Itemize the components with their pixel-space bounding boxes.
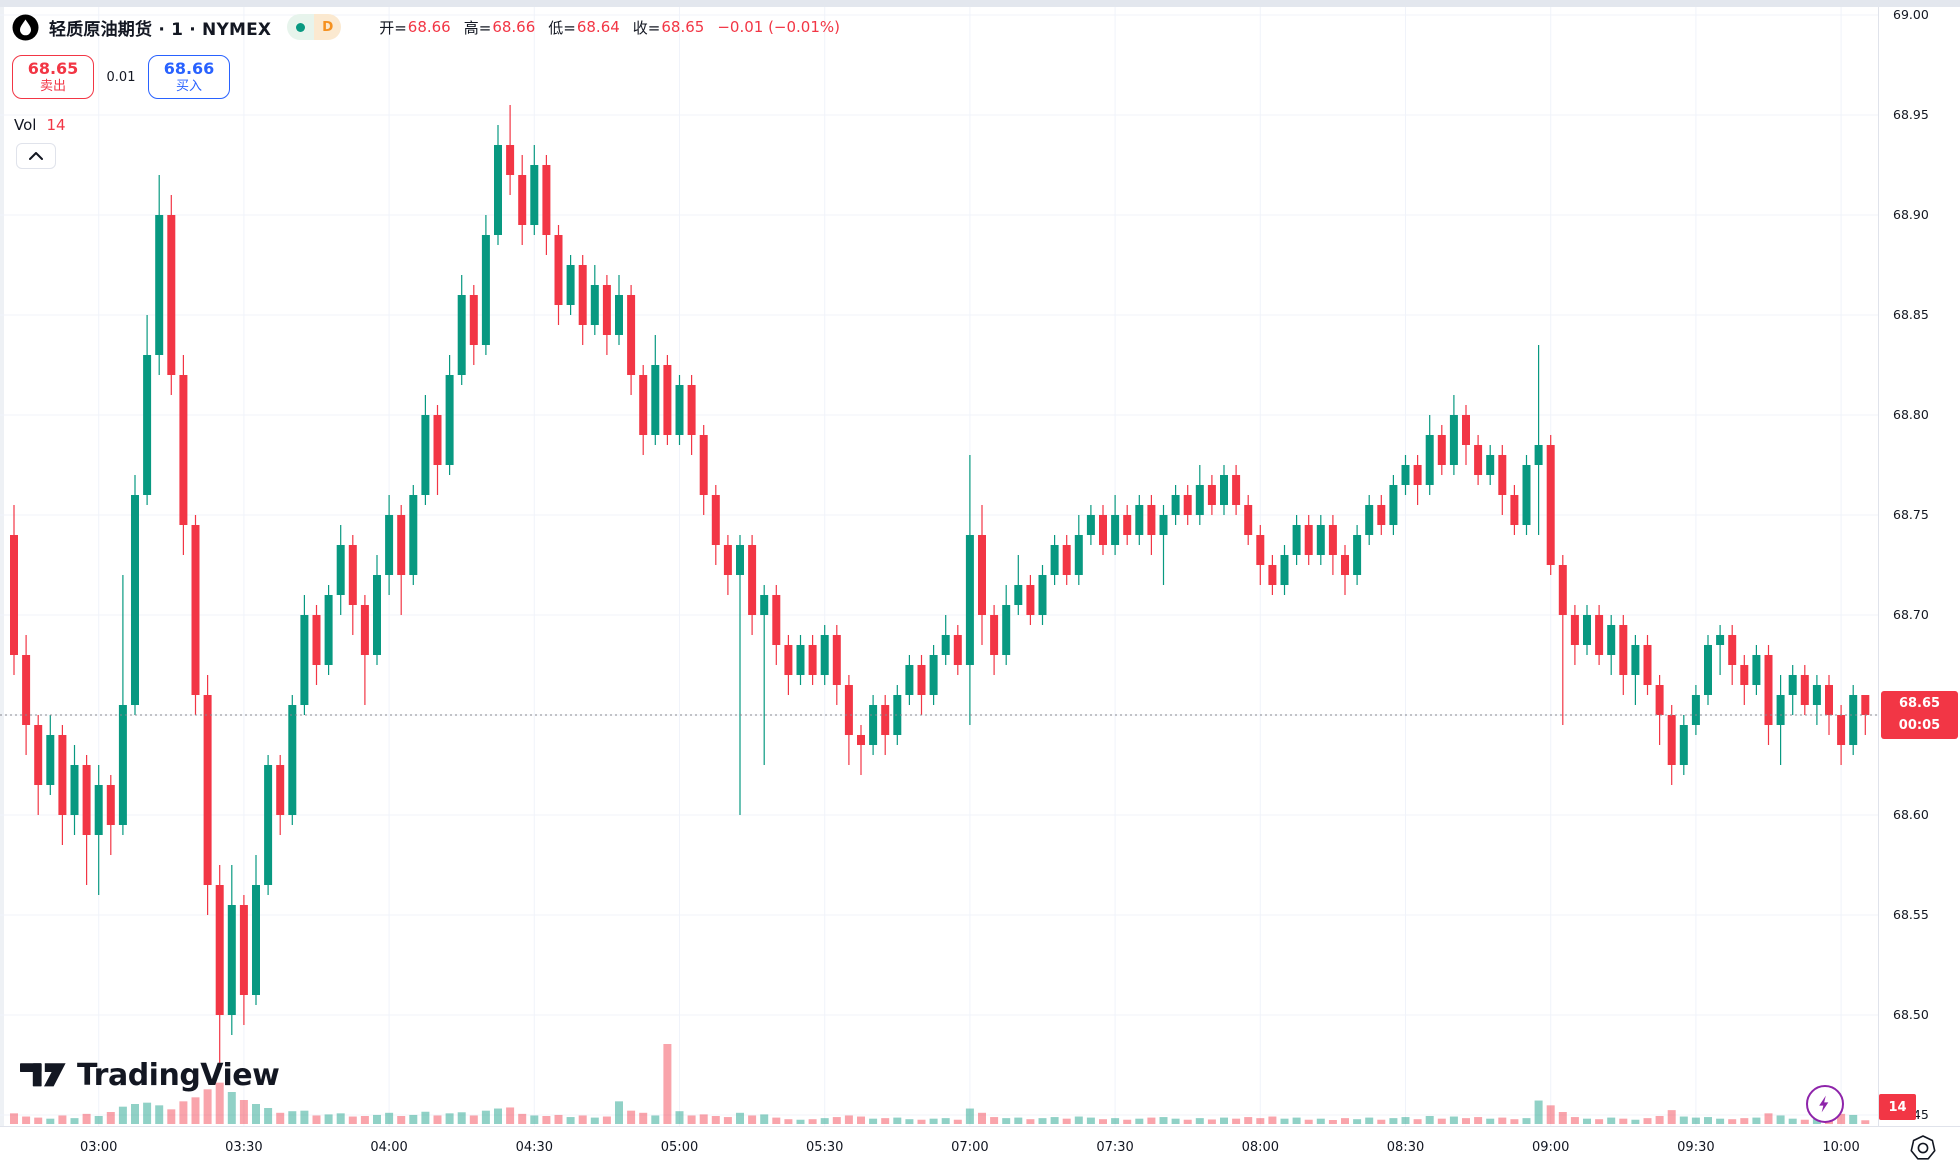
chart-legend: 轻质原油期货 · 1 · NYMEX D 开= 68.66 高= 68.66 低= 6…: [12, 12, 840, 169]
price-axis-label: 68.75: [1893, 507, 1929, 522]
ohlc-readout: 开= 68.66 高= 68.66 低= 68.64 收= 68.65 −0.01 (−…: [379, 17, 840, 38]
volume-study-label: Vol: [14, 116, 37, 134]
time-axis-label: 09:00: [1531, 1140, 1570, 1155]
low-value: 68.64: [576, 18, 620, 36]
crude-oil-symbol-icon: [12, 14, 39, 40]
price-axis-label: 68.90: [1893, 207, 1929, 222]
buy-price: 68.66: [163, 58, 215, 78]
axis-settings-gear-icon[interactable]: [1908, 1133, 1938, 1163]
price-axis-label: 68.70: [1893, 607, 1929, 622]
time-axis-label: 08:00: [1241, 1140, 1280, 1155]
time-axis-label: 07:30: [1096, 1140, 1134, 1155]
last-price-label[interactable]: 68.65 00:05: [1881, 691, 1958, 739]
sell-button[interactable]: 68.65 卖出: [12, 55, 94, 99]
price-axis-label: 68.50: [1893, 1007, 1929, 1022]
time-axis-label: 03:00: [79, 1140, 118, 1155]
time-axis-label: 10:00: [1822, 1140, 1860, 1155]
volume-study-legend: Vol 14: [12, 116, 840, 134]
chevron-up-icon: [29, 152, 43, 160]
price-axis-label: 68.85: [1893, 307, 1929, 322]
left-edge-strip: [0, 7, 4, 1126]
axis-volume-badge: 14: [1879, 1094, 1916, 1120]
price-axis-label: 68.95: [1893, 107, 1929, 122]
high-value: 68.66: [492, 18, 536, 36]
price-axis-label: 69.00: [1893, 7, 1929, 22]
high-label: 高=: [463, 18, 492, 37]
time-axis-label: 09:30: [1677, 1140, 1715, 1155]
time-axis-label: 05:00: [660, 1140, 699, 1155]
time-axis-label: 04:30: [515, 1140, 554, 1155]
close-value: 68.65: [661, 18, 705, 36]
tradingview-logo-text: TradingView: [77, 1058, 280, 1093]
price-axis[interactable]: 69.00 68.95 68.90 68.85 68.80 68.75 68.70 68.65…: [1878, 0, 1960, 1126]
time-axis-label: 03:30: [225, 1140, 263, 1155]
price-axis-label: 68.60: [1893, 807, 1929, 822]
buy-button[interactable]: 68.66 买入: [148, 55, 230, 99]
interval-d-badge[interactable]: D: [314, 14, 342, 40]
volume-study-value: 14: [46, 116, 66, 134]
buy-label: 买入: [175, 78, 202, 94]
sell-price: 68.65: [27, 58, 79, 78]
symbol-header-row: 轻质原油期货 · 1 · NYMEX D 开= 68.66 高= 68.66 低= 6…: [12, 12, 840, 42]
collapse-pane-button[interactable]: [16, 143, 56, 169]
time-axis[interactable]: 03:00 03:30 04:00 04:30 05:00 05:30 07:00 07:30…: [0, 1126, 1960, 1170]
last-price-value: 68.65: [1898, 696, 1941, 711]
time-axis-label: 04:00: [370, 1140, 408, 1155]
close-label: 收=: [632, 18, 661, 37]
symbol-title[interactable]: 轻质原油期货 · 1 · NYMEX: [49, 19, 272, 40]
live-status-dot-icon: [287, 14, 315, 40]
low-label: 低=: [548, 18, 576, 37]
trade-widget: 68.65 卖出 0.01 68.66 买入: [12, 55, 840, 99]
lightning-bolt-icon: [1819, 1095, 1829, 1113]
time-axis-label: 08:30: [1386, 1140, 1425, 1155]
open-value: 68.66: [407, 18, 451, 36]
open-label: 开=: [379, 18, 407, 37]
price-axis-label: 68.80: [1893, 407, 1929, 422]
time-axis-label: 05:30: [805, 1140, 844, 1155]
price-axis-label: 68.55: [1893, 907, 1929, 922]
market-status-badge[interactable]: D: [287, 14, 342, 40]
sell-label: 卖出: [39, 78, 66, 94]
tradingview-logo[interactable]: TradingView: [20, 1058, 280, 1093]
tradingview-mark-icon: [20, 1062, 66, 1086]
instant-order-lightning-button[interactable]: [1806, 1085, 1844, 1123]
top-edge-strip: [0, 0, 1960, 7]
change-value: −0.01 (−0.01%): [717, 18, 840, 36]
spread-value: 0.01: [106, 69, 136, 85]
candlestick-chart-canvas[interactable]: [0, 0, 1878, 1126]
time-axis-label: 07:00: [951, 1140, 989, 1155]
bar-countdown: 00:05: [1898, 718, 1941, 733]
